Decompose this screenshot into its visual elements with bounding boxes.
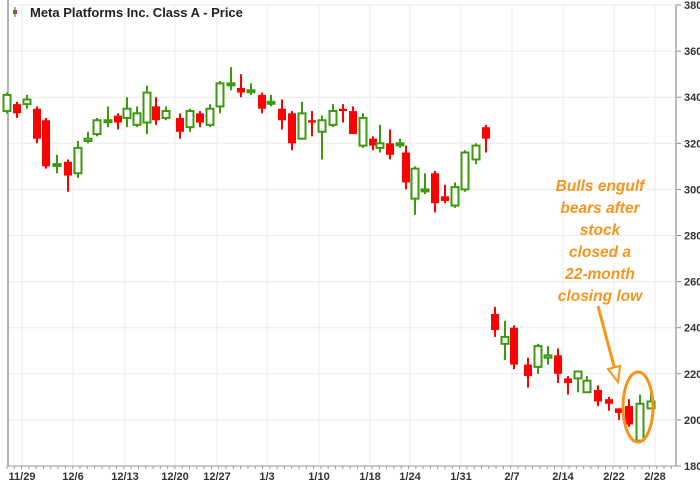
candle bbox=[288, 111, 296, 151]
candle bbox=[395, 138, 405, 148]
candle bbox=[258, 92, 266, 114]
candle bbox=[594, 385, 602, 407]
y-tick-label: 200 bbox=[684, 415, 700, 427]
candle bbox=[308, 111, 316, 137]
candle bbox=[573, 370, 583, 393]
x-tick-label: 12/6 bbox=[62, 471, 83, 483]
candle bbox=[297, 101, 307, 140]
candle bbox=[328, 104, 338, 128]
candle bbox=[605, 396, 613, 411]
candle bbox=[22, 94, 32, 109]
x-tick-label: 1/18 bbox=[359, 471, 380, 483]
x-tick-label: 1/10 bbox=[308, 471, 329, 483]
candle bbox=[410, 166, 420, 215]
x-tick-label: 12/27 bbox=[203, 471, 231, 483]
candle bbox=[176, 113, 184, 139]
candle bbox=[42, 117, 50, 169]
annotation-arrow-icon bbox=[596, 305, 617, 371]
candle bbox=[339, 104, 347, 123]
candle bbox=[533, 343, 543, 374]
candle bbox=[491, 306, 499, 337]
candle bbox=[33, 106, 41, 144]
y-tick-label: 240 bbox=[684, 323, 700, 335]
candle bbox=[441, 184, 449, 204]
y-tick-label: 320 bbox=[684, 138, 700, 150]
candle bbox=[460, 150, 470, 192]
candle bbox=[386, 129, 394, 160]
x-tick-label: 2/22 bbox=[603, 471, 624, 483]
candle bbox=[510, 325, 518, 370]
candle bbox=[83, 131, 93, 144]
y-tick-label: 340 bbox=[684, 92, 700, 104]
annotation-highlight bbox=[596, 305, 655, 444]
candle bbox=[2, 92, 12, 114]
candle bbox=[215, 81, 225, 114]
annotation-text: Bulls engulf bears after stock closed a … bbox=[555, 178, 645, 305]
candle bbox=[635, 394, 645, 443]
candle bbox=[161, 106, 171, 121]
candle bbox=[103, 106, 113, 128]
candle bbox=[564, 376, 572, 395]
candle bbox=[524, 357, 532, 388]
series-marker-icon bbox=[13, 7, 17, 17]
candle bbox=[226, 67, 236, 91]
candle bbox=[13, 101, 21, 118]
candle bbox=[358, 113, 368, 148]
grid-lines bbox=[8, 4, 676, 467]
candle bbox=[482, 124, 490, 153]
candle bbox=[349, 106, 357, 135]
candle bbox=[64, 159, 72, 192]
y-tick-label: 380 bbox=[684, 0, 700, 12]
x-tick-label: 1/24 bbox=[399, 471, 421, 483]
candle bbox=[431, 170, 439, 213]
x-tick-label: 2/7 bbox=[504, 471, 519, 483]
x-tick-label: 2/14 bbox=[552, 471, 574, 483]
candle bbox=[375, 124, 385, 153]
candle bbox=[237, 74, 245, 98]
candle bbox=[369, 136, 377, 151]
x-tick-label: 1/3 bbox=[259, 471, 274, 483]
candle bbox=[185, 108, 195, 132]
chart-title: Meta Platforms Inc. Class A - Price bbox=[30, 5, 243, 20]
x-tick-label: 12/13 bbox=[111, 471, 139, 483]
y-tick-label: 220 bbox=[684, 369, 700, 381]
candle bbox=[317, 115, 327, 160]
x-tick-label: 1/31 bbox=[450, 471, 471, 483]
candle bbox=[92, 117, 102, 137]
candle bbox=[471, 143, 481, 165]
candle bbox=[278, 99, 286, 130]
candle bbox=[142, 85, 152, 135]
candle bbox=[73, 140, 83, 178]
candle bbox=[625, 399, 633, 427]
axes: 180 200 220 240 260 280 300 320 340 360 380 11/29 12… bbox=[6, 0, 700, 483]
candle bbox=[615, 408, 623, 420]
candle bbox=[114, 113, 122, 130]
highlight-ellipse bbox=[621, 370, 655, 444]
y-tick-label: 180 bbox=[684, 461, 700, 473]
candle bbox=[554, 348, 562, 384]
candle bbox=[450, 182, 460, 208]
candle bbox=[132, 106, 142, 128]
candle bbox=[500, 320, 510, 360]
y-tick-label: 280 bbox=[684, 231, 700, 243]
candle bbox=[402, 145, 410, 190]
y-tick-label: 360 bbox=[684, 46, 700, 58]
x-tick-label: 12/20 bbox=[161, 471, 189, 483]
candle bbox=[52, 154, 62, 174]
x-tick-label: 2/28 bbox=[644, 471, 665, 483]
candle bbox=[420, 173, 430, 195]
candle bbox=[266, 94, 276, 107]
candle bbox=[543, 346, 553, 365]
x-tick-label: 11/29 bbox=[9, 471, 36, 483]
candle bbox=[196, 111, 204, 128]
candle bbox=[246, 83, 256, 95]
y-tick-label: 300 bbox=[684, 184, 700, 196]
candle bbox=[152, 97, 160, 125]
y-tick-label: 260 bbox=[684, 277, 700, 289]
candles bbox=[2, 67, 656, 443]
candle bbox=[122, 97, 132, 128]
candle bbox=[205, 104, 215, 128]
candle bbox=[582, 376, 592, 394]
